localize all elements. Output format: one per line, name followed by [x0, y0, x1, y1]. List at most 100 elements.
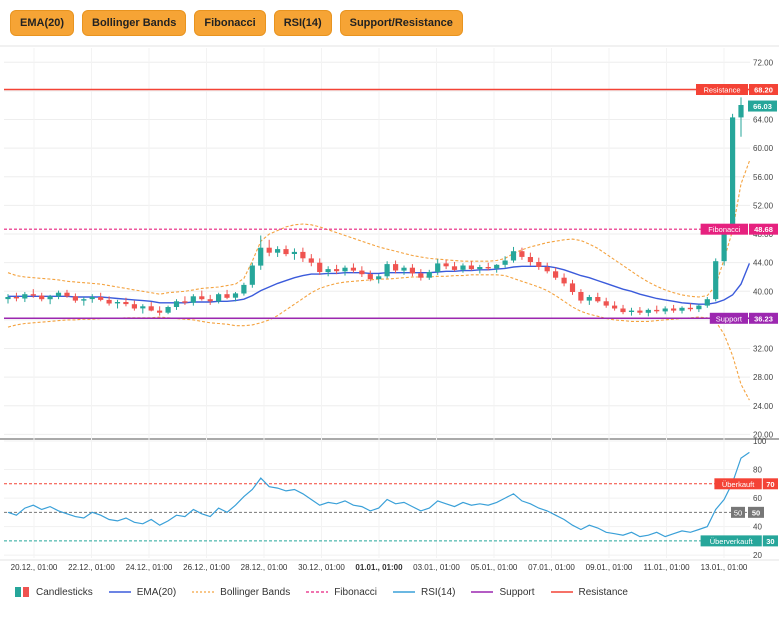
candle-body	[22, 294, 28, 299]
candle-body	[460, 265, 466, 270]
legend-item-bollinger[interactable]: Bollinger Bands	[192, 587, 290, 598]
candle-body	[266, 247, 272, 253]
x-tick-label: 13.01., 01:00	[701, 563, 748, 572]
support-resistance-toggle-button[interactable]: Support/Resistance	[339, 10, 463, 36]
candle-body	[435, 263, 441, 272]
support-tag-value-bg	[749, 312, 778, 324]
price-tick-label: 20.00	[753, 430, 774, 439]
candle-body	[165, 307, 171, 313]
candle-body	[468, 265, 474, 270]
line-solid-icon	[471, 591, 494, 593]
price-tick-label: 24.00	[753, 402, 774, 411]
candle-body	[713, 261, 719, 300]
candle-body	[283, 249, 289, 255]
candle-body	[98, 297, 104, 300]
candle-body	[140, 306, 146, 309]
candle-body	[131, 304, 137, 309]
candle-body	[384, 264, 390, 277]
support-tag-value: 36.23	[754, 314, 773, 323]
candle-body	[519, 251, 525, 257]
candle-body	[300, 251, 306, 259]
candle-body	[662, 308, 668, 312]
candle-body	[114, 302, 121, 304]
overbought-tag-value: 70	[766, 480, 774, 489]
candle-body	[232, 293, 239, 298]
support-tag-label-bg	[709, 312, 748, 324]
candle-body	[224, 294, 230, 298]
candle-body	[527, 257, 533, 262]
rsi-tick-label: 80	[753, 466, 762, 475]
candle-body	[182, 301, 188, 303]
line-dashed-icon	[306, 591, 329, 593]
candle-body	[275, 249, 281, 253]
legend-item-candlesticks[interactable]: Candlesticks	[14, 586, 93, 598]
legend-label: Candlesticks	[36, 586, 93, 598]
price-tick-label: 32.00	[753, 345, 774, 354]
fibonacci-tag-value: 48.68	[754, 225, 773, 234]
candle-body	[502, 260, 508, 265]
candle-body	[350, 267, 356, 271]
candle-body	[687, 307, 693, 310]
price-tick-label: 44.00	[753, 259, 774, 268]
candle-body	[241, 284, 247, 294]
resistance-tag-value: 68.20	[754, 86, 773, 95]
legend-item-ema[interactable]: EMA(20)	[108, 587, 176, 598]
candle-body	[569, 283, 576, 292]
x-tick-label: 01.01., 01:00	[355, 563, 403, 572]
rsi-line	[7, 451, 750, 538]
x-tick-label: 05.01., 01:00	[471, 563, 518, 572]
candle-body	[409, 267, 415, 274]
candle-body	[628, 310, 635, 312]
resistance-tag-label: Resistance	[703, 86, 740, 95]
legend-item-rsi[interactable]: RSI(14)	[393, 587, 455, 598]
price-tick-label: 72.00	[753, 58, 774, 67]
x-tick-label: 07.01., 01:00	[528, 563, 575, 572]
line-solid-icon	[393, 591, 416, 593]
rsi-tick-label: 40	[753, 523, 762, 532]
candle-body	[603, 301, 609, 306]
legend-item-support[interactable]: Support	[471, 587, 535, 598]
candle-body	[595, 297, 601, 302]
overbought-tag-label-bg	[714, 478, 762, 490]
line-solid-icon	[108, 591, 131, 593]
candle-body	[510, 251, 517, 261]
candle-body	[536, 262, 542, 267]
price-tick-label: 28.00	[753, 373, 774, 382]
legend-label: Fibonacci	[334, 586, 378, 598]
oversold-tag-label-bg	[700, 535, 762, 547]
candle-body	[123, 302, 129, 305]
x-tick-label: 20.12., 01:00	[11, 563, 58, 572]
candle-body	[620, 308, 626, 313]
ema-toggle-button[interactable]: EMA(20)	[10, 10, 75, 36]
overbought-tag-label: Überkauft	[722, 480, 755, 489]
bollinger-toggle-button[interactable]: Bollinger Bands	[82, 10, 187, 36]
candle-body	[72, 296, 78, 301]
candle-body	[207, 299, 213, 302]
x-tick-label: 24.12., 01:00	[126, 563, 173, 572]
legend-item-fibonacci[interactable]: Fibonacci	[306, 587, 377, 598]
fibonacci-toggle-button[interactable]: Fibonacci	[194, 10, 266, 36]
candle-body	[637, 310, 643, 313]
candle-body	[586, 297, 592, 301]
candle-body	[359, 270, 365, 275]
legend-label: RSI(14)	[421, 586, 456, 598]
legend-label: Resistance	[578, 586, 628, 598]
candle-body	[730, 117, 736, 228]
candlestick-icon	[15, 587, 29, 597]
candle-body	[334, 269, 340, 272]
oversold-tag-value: 30	[766, 537, 774, 546]
candle-body	[721, 227, 727, 262]
candle-body	[367, 274, 373, 280]
candle-body	[553, 271, 559, 278]
legend-item-resistance[interactable]: Resistance	[550, 586, 628, 598]
candle-body	[317, 262, 323, 272]
candle-body	[5, 297, 11, 300]
candle-body	[578, 292, 584, 301]
rsi-mid-tag-value: 50	[752, 508, 760, 517]
x-tick-label: 09.01., 01:00	[586, 563, 633, 572]
price-tick-label: 40.00	[753, 287, 774, 296]
resistance-tag-value-bg	[749, 84, 778, 96]
candle-body	[418, 273, 424, 278]
rsi-toggle-button[interactable]: RSI(14)	[273, 10, 332, 36]
